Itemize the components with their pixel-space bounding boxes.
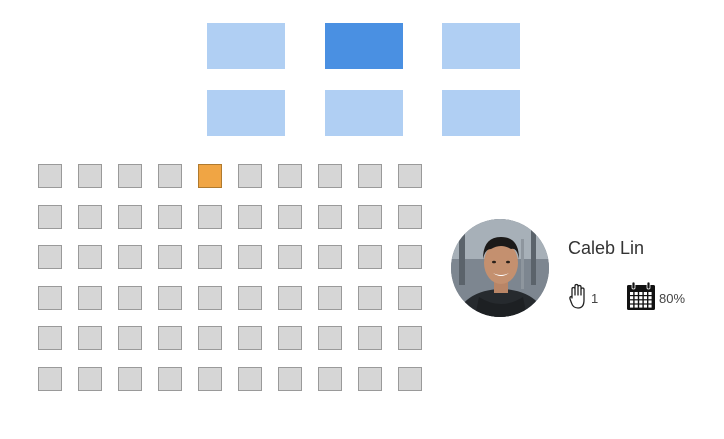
block-1-3[interactable]	[442, 23, 520, 69]
seat-4-9[interactable]	[358, 285, 382, 310]
seat-5-4[interactable]	[158, 326, 182, 350]
seat-3-3[interactable]	[118, 245, 142, 269]
seat-3-9[interactable]	[358, 245, 382, 269]
seat-3-4[interactable]	[158, 245, 182, 269]
block-2-2[interactable]	[325, 90, 403, 136]
seat-2-9[interactable]	[358, 204, 382, 229]
seat-6-10[interactable]	[398, 366, 422, 391]
seat-5-8[interactable]	[318, 326, 342, 350]
seat-2-1[interactable]	[38, 204, 62, 229]
seat-1-1[interactable]	[38, 164, 62, 188]
seat-2-6[interactable]	[238, 204, 262, 229]
seat-2-4[interactable]	[158, 204, 182, 229]
seat-3-7[interactable]	[278, 245, 302, 269]
seat-5-2[interactable]	[78, 326, 102, 350]
block-2-1[interactable]	[207, 90, 285, 136]
seat-4-7[interactable]	[278, 285, 302, 310]
seat-5-6[interactable]	[238, 326, 262, 350]
seat-5-1[interactable]	[38, 326, 62, 350]
calendar-icon	[627, 281, 655, 310]
seat-2-5[interactable]	[198, 204, 222, 229]
seat-6-7[interactable]	[278, 366, 302, 391]
seat-6-9[interactable]	[358, 366, 382, 391]
seat-1-9[interactable]	[358, 164, 382, 188]
seat-4-2[interactable]	[78, 285, 102, 310]
seat-1-10[interactable]	[398, 164, 422, 188]
student-name: Caleb Lin	[568, 238, 645, 258]
seat-2-10[interactable]	[398, 204, 422, 229]
seat-6-1[interactable]	[38, 366, 62, 391]
seat-4-4[interactable]	[158, 285, 182, 310]
block-1-2[interactable]	[325, 23, 403, 69]
seat-1-3[interactable]	[118, 164, 142, 188]
avatar-photo	[451, 219, 549, 317]
attendance-stat: 80%	[626, 281, 685, 311]
seat-1-6[interactable]	[238, 164, 262, 188]
seat-6-5[interactable]	[198, 366, 222, 391]
avatar[interactable]	[451, 219, 549, 317]
seat-1-5[interactable]	[198, 164, 222, 188]
raised-hand-icon	[569, 283, 585, 309]
raised-hand-stat: 1	[568, 281, 598, 311]
seat-1-4[interactable]	[158, 164, 182, 188]
block-1-1[interactable]	[207, 23, 285, 69]
seat-4-3[interactable]	[118, 285, 142, 310]
seat-6-4[interactable]	[158, 366, 182, 391]
seat-6-8[interactable]	[318, 366, 342, 391]
seat-5-5[interactable]	[198, 326, 222, 350]
seat-3-2[interactable]	[78, 245, 102, 269]
seat-2-3[interactable]	[118, 204, 142, 229]
seat-1-2[interactable]	[78, 164, 102, 188]
seat-4-8[interactable]	[318, 285, 342, 310]
seat-4-1[interactable]	[38, 285, 62, 310]
seat-1-7[interactable]	[278, 164, 302, 188]
block-2-3[interactable]	[442, 90, 520, 136]
seat-3-6[interactable]	[238, 245, 262, 269]
seat-3-1[interactable]	[38, 245, 62, 269]
raised-hand-count: 1	[591, 290, 599, 306]
seat-3-10[interactable]	[398, 245, 422, 269]
seat-5-7[interactable]	[278, 326, 302, 350]
seat-3-8[interactable]	[318, 245, 342, 269]
seat-1-8[interactable]	[318, 164, 342, 188]
seat-6-3[interactable]	[118, 366, 142, 391]
seat-3-5[interactable]	[198, 245, 222, 269]
attendance-percent: 80%	[659, 290, 686, 306]
seat-5-10[interactable]	[398, 326, 422, 350]
seat-4-5[interactable]	[198, 285, 222, 310]
seat-2-2[interactable]	[78, 204, 102, 229]
seat-5-9[interactable]	[358, 326, 382, 350]
seat-4-6[interactable]	[238, 285, 262, 310]
seat-6-2[interactable]	[78, 366, 102, 391]
seat-2-8[interactable]	[318, 204, 342, 229]
seat-4-10[interactable]	[398, 285, 422, 310]
seat-2-7[interactable]	[278, 204, 302, 229]
seat-5-3[interactable]	[118, 326, 142, 350]
seat-6-6[interactable]	[238, 366, 262, 391]
